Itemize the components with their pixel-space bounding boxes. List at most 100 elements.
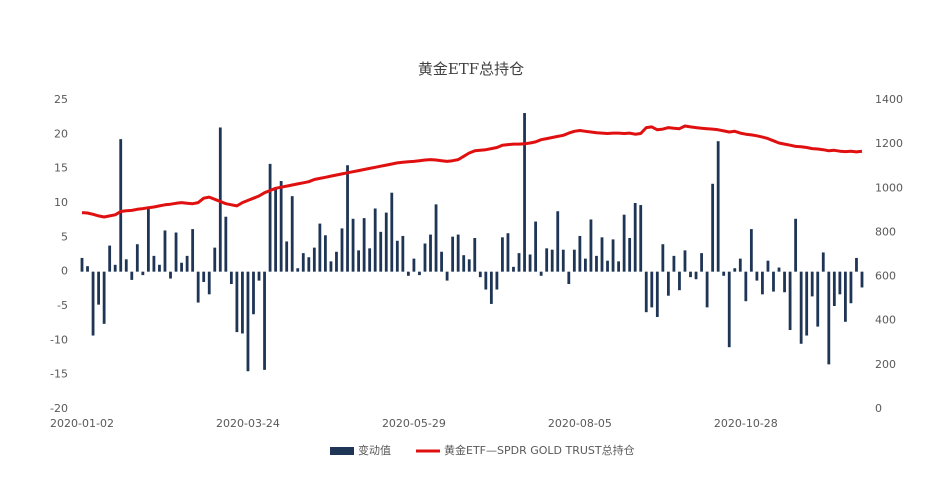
- y2-tick-label: 400: [875, 314, 896, 327]
- legend-swatch: [330, 447, 354, 455]
- bar: [91, 271, 95, 336]
- bar: [744, 271, 748, 302]
- bar: [722, 271, 726, 276]
- bar: [301, 253, 305, 272]
- bar: [572, 249, 576, 272]
- bar: [351, 218, 355, 272]
- bar: [844, 271, 847, 322]
- bar: [489, 271, 493, 304]
- x-tick-label: 2020-05-29: [382, 417, 446, 430]
- bar: [263, 271, 266, 370]
- y-tick-label: 20: [54, 127, 68, 140]
- y2-tick-label: 200: [875, 358, 896, 371]
- bar: [252, 271, 255, 315]
- bar: [539, 271, 543, 276]
- bar: [644, 271, 648, 313]
- y-tick-label: 0: [61, 265, 68, 278]
- bar: [794, 218, 798, 272]
- bar: [506, 233, 510, 272]
- y2-tick-label: 1400: [875, 93, 903, 106]
- bar: [495, 271, 499, 290]
- bar: [406, 271, 410, 276]
- bar: [80, 257, 84, 272]
- y2-tick-label: 1200: [875, 137, 903, 150]
- bar: [213, 247, 217, 272]
- bar: [290, 196, 294, 272]
- bar: [484, 271, 488, 290]
- bar: [628, 238, 632, 272]
- bar: [185, 255, 189, 272]
- bar: [606, 260, 609, 272]
- y2-tick-label: 600: [875, 270, 896, 283]
- bar: [158, 264, 161, 272]
- bar: [268, 163, 272, 272]
- bar: [412, 258, 416, 272]
- bar: [595, 255, 598, 272]
- bar: [766, 260, 770, 272]
- y-tick-label: 10: [54, 196, 68, 209]
- bar: [700, 253, 703, 272]
- bar: [716, 141, 720, 272]
- bar: [666, 271, 670, 296]
- line: [81, 124, 863, 219]
- bar: [556, 211, 560, 272]
- bar: [512, 266, 515, 272]
- bar: [633, 203, 637, 272]
- bar: [467, 259, 471, 272]
- bar: [174, 232, 178, 272]
- bar: [738, 258, 742, 272]
- bar: [163, 230, 167, 272]
- bar: [705, 271, 709, 308]
- y2-tick-label: 0: [875, 402, 882, 415]
- bar: [445, 271, 449, 281]
- bar: [761, 271, 764, 295]
- bar: [810, 271, 814, 297]
- bar: [130, 271, 134, 280]
- bar: [611, 239, 615, 272]
- y-tick-label: -10: [50, 333, 68, 346]
- bar: [838, 271, 842, 295]
- bar: [727, 271, 731, 348]
- bar: [312, 247, 316, 272]
- bar: [246, 271, 250, 372]
- bar: [451, 236, 455, 272]
- bar: [832, 271, 836, 306]
- bar: [534, 221, 538, 272]
- bar: [196, 271, 200, 303]
- bar: [600, 237, 604, 272]
- bar: [307, 257, 311, 272]
- bar: [340, 228, 344, 272]
- bar: [639, 205, 643, 272]
- bar: [567, 271, 571, 285]
- bar: [528, 254, 532, 272]
- bar: [418, 271, 421, 276]
- bar: [589, 219, 593, 272]
- chart-title: 黄金ETF总持仓: [418, 60, 524, 78]
- bar: [257, 271, 261, 281]
- bar: [241, 271, 244, 334]
- bar: [152, 255, 156, 272]
- bar: [584, 258, 587, 272]
- bar: [202, 271, 206, 282]
- bar: [473, 238, 477, 272]
- bar: [617, 261, 620, 272]
- bar: [694, 271, 698, 280]
- bar: [401, 235, 405, 272]
- bar: [102, 271, 106, 324]
- bar: [124, 259, 128, 272]
- y-tick-label: 15: [54, 162, 68, 175]
- bar: [97, 271, 100, 305]
- bar: [672, 255, 676, 272]
- bar: [335, 251, 338, 272]
- bar: [650, 271, 654, 308]
- bar: [373, 208, 377, 272]
- bar: [678, 271, 681, 291]
- bar: [711, 183, 715, 272]
- bar: [368, 248, 372, 272]
- bar: [191, 229, 195, 272]
- bar: [395, 240, 399, 272]
- bar: [119, 139, 123, 272]
- bar: [346, 165, 349, 272]
- bar: [224, 216, 228, 272]
